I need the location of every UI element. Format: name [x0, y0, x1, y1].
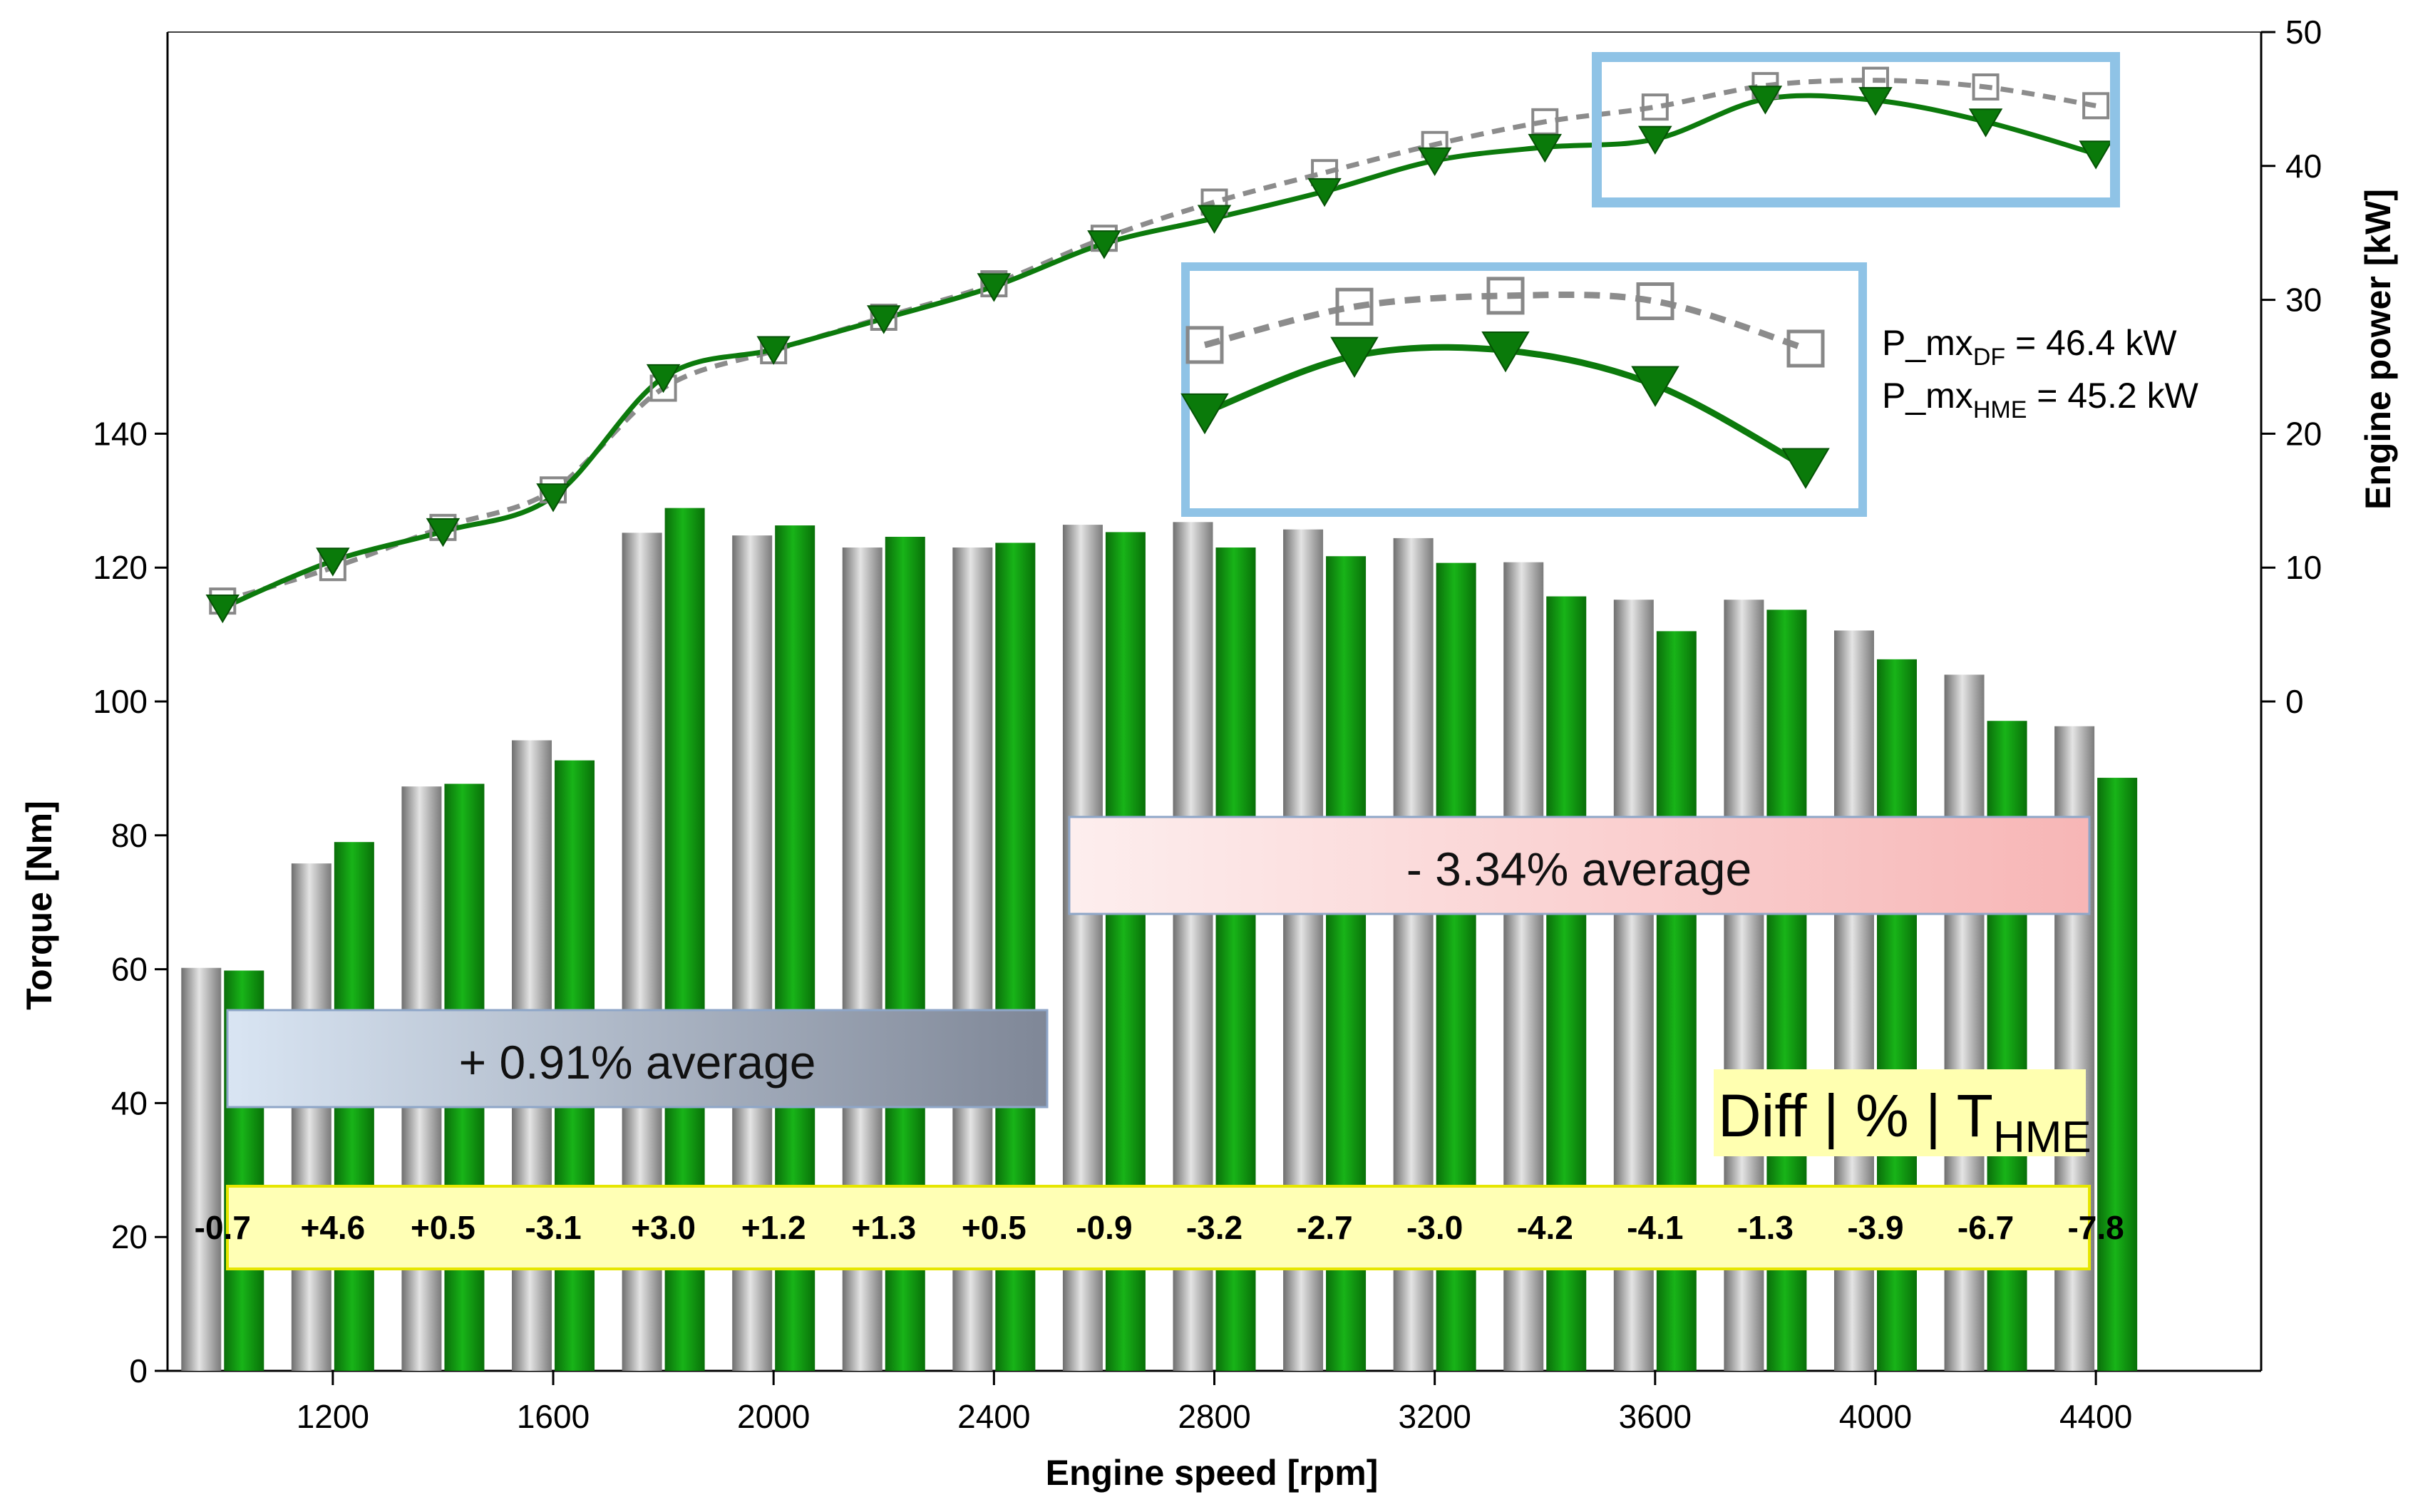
diff-value: -6.7	[1957, 1209, 2014, 1246]
left-tick-label: 140	[93, 415, 148, 452]
right-tick-label: 40	[2285, 148, 2322, 185]
left-y-ticks: 0 20 40 60 80 100 120 140	[93, 415, 168, 1389]
x-axis-title: Engine speed [rpm]	[1046, 1453, 1379, 1493]
x-tick-label: 1600	[517, 1398, 590, 1435]
diff-value: +3.0	[631, 1209, 696, 1246]
pmax-hme-text: P_mxHME = 45.2 kW	[1882, 376, 2199, 423]
diff-value: +1.3	[851, 1209, 916, 1246]
zoom-inset	[1180, 262, 1867, 517]
avg-left-label: + 0.91% average	[459, 1036, 816, 1089]
bar-torque-hme	[2097, 778, 2138, 1371]
highlight-box	[1592, 52, 2120, 207]
marker-power-hme	[316, 547, 350, 577]
pmax-df-text: P_mxDF = 46.4 kW	[1882, 323, 2177, 371]
left-tick-label: 60	[111, 951, 148, 988]
inset-marker-df	[1185, 326, 1224, 364]
right-y-ticks: 0 10 20 30 40 50	[2261, 14, 2322, 720]
x-tick-label: 3200	[1398, 1398, 1471, 1435]
x-tick-label: 2000	[737, 1398, 810, 1435]
x-tick-label: 2800	[1178, 1398, 1250, 1435]
right-tick-label: 0	[2285, 683, 2304, 720]
power-curves	[205, 66, 2113, 624]
marker-power-hme	[646, 364, 681, 394]
marker-power-hme	[1748, 86, 1783, 115]
marker-power-hme	[1968, 108, 2003, 138]
inset-marker-hme	[1631, 366, 1679, 407]
inset-marker-hme	[1481, 331, 1530, 373]
marker-power-hme	[1087, 230, 1121, 259]
marker-power-hme	[977, 273, 1012, 302]
inset-marker-df	[1486, 277, 1525, 315]
marker-power-hme	[205, 594, 240, 624]
marker-power-hme	[1417, 147, 1452, 177]
y-axis-title: Torque [Nm]	[19, 801, 59, 1009]
right-tick-label: 30	[2285, 282, 2322, 319]
marker-power-hme	[1858, 87, 1893, 116]
avg-right-label: - 3.34% average	[1406, 843, 1751, 895]
diff-value: +4.6	[300, 1209, 365, 1246]
left-tick-label: 80	[111, 817, 148, 854]
marker-power-df	[1641, 93, 1669, 121]
diff-value: -0.7	[195, 1209, 251, 1246]
marker-power-hme	[756, 336, 791, 365]
diff-value: +0.5	[962, 1209, 1027, 1246]
line-power-df	[222, 78, 2096, 604]
diff-value: -0.9	[1076, 1209, 1132, 1246]
marker-power-hme	[1528, 133, 1562, 163]
pmax-annotation: P_mxDF = 46.4 kW P_mxHME = 45.2 kW	[1882, 323, 2199, 423]
x-tick-label: 3600	[1619, 1398, 1692, 1435]
marker-power-hme	[867, 305, 901, 334]
marker-power-hme	[2079, 140, 2113, 170]
marker-power-df	[2082, 92, 2110, 120]
diff-value: +0.5	[411, 1209, 475, 1246]
marker-power-hme	[426, 518, 461, 547]
inset-marker-df	[1335, 287, 1374, 326]
inset-marker-df	[1636, 282, 1674, 321]
diff-title-box: Diff | % | THME	[1714, 1069, 2092, 1162]
diff-labels: -0.7 +4.6 +0.5 -3.1 +3.0 +1.2 +1.3 +0.5 -0.9 -3.2…	[195, 1209, 2124, 1246]
diff-value: +1.2	[741, 1209, 806, 1246]
inset-marker-hme	[1330, 336, 1379, 378]
left-tick-label: 40	[111, 1084, 148, 1121]
diff-value: -7.8	[2067, 1209, 2124, 1246]
marker-power-df	[1972, 73, 2000, 101]
left-tick-label: 100	[93, 683, 148, 720]
x-tick-label: 4400	[2059, 1398, 2132, 1435]
diff-value: -4.1	[1627, 1209, 1683, 1246]
right-tick-label: 50	[2285, 14, 2322, 51]
avg-left-box: + 0.91% average	[226, 1009, 1049, 1109]
marker-power-hme	[1197, 205, 1232, 234]
bar-torque-df	[291, 863, 331, 1371]
diff-value: -2.7	[1296, 1209, 1352, 1246]
inset-marker-hme	[1781, 448, 1830, 489]
y2-axis-title: Engine power [kW]	[2358, 189, 2398, 510]
marker-power-df	[1531, 108, 1559, 135]
diff-value: -4.2	[1517, 1209, 1573, 1246]
x-ticks: 1200 1600 2000 2400 2800 3200 3600 4000 4400	[297, 1371, 2132, 1435]
diff-value: -3.1	[525, 1209, 581, 1246]
marker-power-hme	[1638, 125, 1672, 155]
diff-value: -3.0	[1406, 1209, 1463, 1246]
diff-title: Diff | % | THME	[1718, 1082, 2092, 1162]
left-tick-label: 20	[111, 1218, 148, 1255]
left-tick-label: 120	[93, 549, 148, 586]
diff-value: -3.9	[1847, 1209, 1903, 1246]
diff-strip: -0.7 +4.6 +0.5 -3.1 +3.0 +1.2 +1.3 +0.5 -0.9 -3.2…	[195, 1185, 2124, 1270]
avg-right-box: - 3.34% average	[1068, 816, 2091, 915]
diff-value: -1.3	[1737, 1209, 1794, 1246]
diff-value: -3.2	[1186, 1209, 1242, 1246]
x-tick-label: 2400	[957, 1398, 1030, 1435]
marker-power-hme	[536, 483, 570, 513]
inset-marker-hme	[1180, 393, 1229, 435]
right-tick-label: 10	[2285, 549, 2322, 586]
marker-power-hme	[1307, 178, 1342, 207]
right-tick-label: 20	[2285, 415, 2322, 452]
x-tick-label: 1200	[297, 1398, 369, 1435]
x-tick-label: 4000	[1839, 1398, 1912, 1435]
left-tick-label: 0	[129, 1352, 148, 1389]
zoom-inset-curves	[1180, 277, 1830, 489]
bar-torque-df	[181, 967, 222, 1371]
inset-marker-df	[1786, 329, 1825, 368]
